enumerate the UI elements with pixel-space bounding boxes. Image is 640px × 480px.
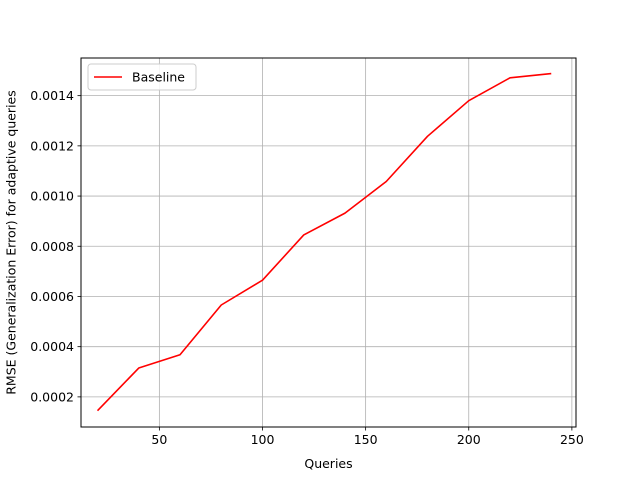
x-tick-label: 150 — [354, 432, 378, 447]
series-line-0 — [96, 72, 552, 412]
x-tick-label: 100 — [251, 432, 275, 447]
y-tick-label: 0.0004 — [30, 339, 74, 354]
y-tick-label: 0.0006 — [30, 289, 74, 304]
x-tick-label: 200 — [457, 432, 481, 447]
x-tick-label: 250 — [560, 432, 584, 447]
series-layer — [96, 72, 552, 412]
y-tick-label: 0.0002 — [30, 389, 74, 404]
y-tick-label: 0.0008 — [30, 239, 74, 254]
legend-box — [87, 63, 197, 91]
y-axis: 0.0002 0.0004 0.0006 0.0008 0.0010 0.0012 0.00… — [30, 88, 81, 404]
y-tick-label: 0.0010 — [30, 189, 74, 204]
y-tick-label: 0.0014 — [30, 88, 74, 103]
legend-label: Baseline — [132, 70, 185, 85]
grid — [81, 58, 576, 427]
y-tick-label: 0.0012 — [30, 138, 74, 153]
y-axis-label: RMSE (Generalization Error) for adaptive… — [4, 90, 19, 395]
legend: Baseline — [87, 63, 197, 91]
x-axis-label: Queries — [304, 456, 352, 471]
plot-frame — [80, 57, 577, 428]
x-axis: 50 100 150 200 250 — [151, 427, 584, 447]
x-tick-label: 50 — [151, 432, 167, 447]
